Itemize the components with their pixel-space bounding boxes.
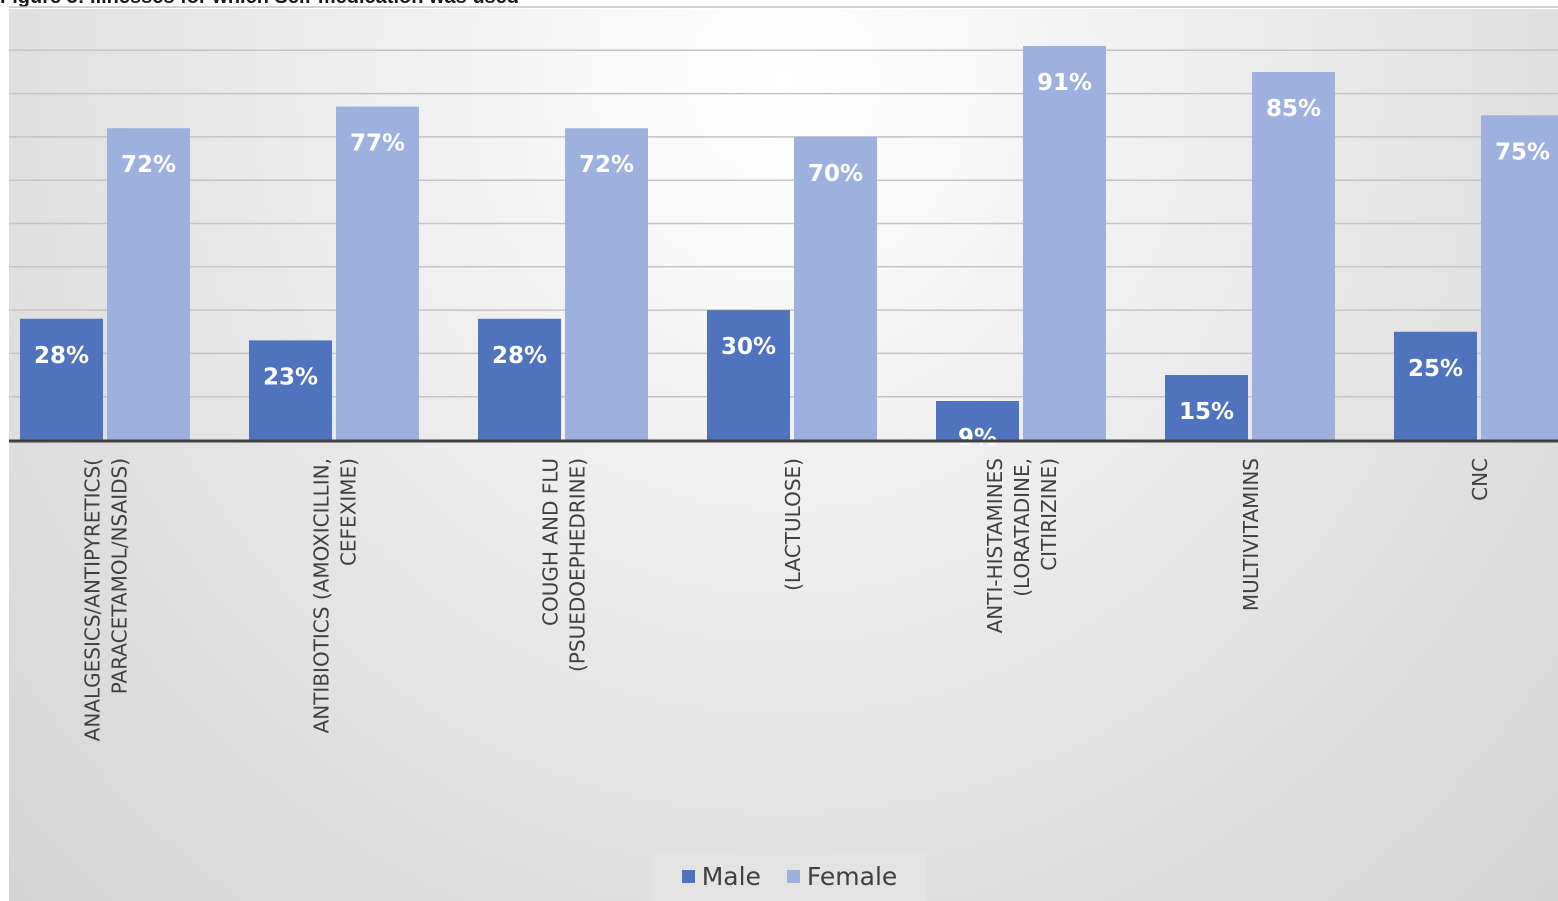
data-label-male: 28% — [34, 343, 89, 369]
legend-item-female: Female — [786, 862, 898, 891]
bar-female — [565, 128, 648, 441]
category-label: CEFEXIME) — [337, 458, 361, 566]
bar-male — [1165, 375, 1248, 440]
data-label-female: 85% — [1266, 96, 1321, 122]
data-label-female: 70% — [808, 161, 863, 187]
category-label: (LACTULOSE) — [781, 458, 805, 591]
bar-male — [707, 310, 790, 440]
legend-swatch-female — [786, 870, 800, 883]
category-label: ANTIBIOTICS (AMOXICILLIN, — [310, 458, 334, 733]
data-label-female: 77% — [350, 131, 405, 157]
category-label: (PSUEDOEPHEDRINE) — [566, 458, 590, 672]
category-labels: ANALGESICS/ANTIPYRETICS(PARACETAMOL/NSAI… — [81, 458, 1493, 741]
category-label: CNC — [1468, 458, 1492, 501]
data-label-male: 9% — [958, 425, 997, 451]
data-labels: 28% 72% 23% 77% 28% 72% 30% 70% 9% 91% 15% 85% 25% 75… — [34, 70, 1550, 451]
data-label-male: 25% — [1408, 356, 1463, 382]
bar-male — [249, 340, 332, 440]
bar-male — [478, 318, 561, 440]
bar-female — [1023, 45, 1106, 440]
legend-label-male: Male — [701, 862, 761, 891]
category-label: CITIRIZINE) — [1037, 458, 1061, 571]
category-label: (LORATADINE, — [1010, 458, 1034, 597]
legend-item-male: Male — [681, 862, 761, 891]
data-label-female: 72% — [579, 152, 634, 178]
legend: Male Female — [652, 852, 927, 901]
legend-swatch-male — [681, 870, 695, 883]
category-label: ANTI-HISTAMINES — [983, 458, 1007, 633]
category-label: COUGH AND FLU — [539, 458, 563, 626]
data-label-male: 15% — [1179, 399, 1234, 425]
bar-female — [1481, 115, 1558, 440]
data-label-male: 30% — [721, 334, 776, 360]
data-label-female: 91% — [1037, 70, 1092, 96]
bars — [20, 45, 1558, 441]
data-label-female: 72% — [121, 152, 176, 178]
category-label: MULTIVITAMINS — [1239, 458, 1263, 611]
bar-female — [794, 136, 877, 440]
bar-male — [1394, 331, 1477, 440]
category-label: ANALGESICS/ANTIPYRETICS( — [81, 458, 105, 741]
bar-female — [107, 128, 190, 441]
bar-female — [1252, 71, 1335, 440]
data-label-male: 23% — [263, 364, 318, 390]
data-label-male: 28% — [492, 343, 547, 369]
bar-male — [936, 401, 1019, 440]
bar-male — [20, 318, 103, 440]
figure-caption: Figure 3: Illnesses for which Self-medic… — [0, 0, 519, 8]
category-label: PARACETAMOL/NSAIDS) — [108, 458, 132, 694]
bar-female — [336, 106, 419, 440]
legend-label-female: Female — [806, 862, 898, 891]
data-label-female: 75% — [1495, 139, 1550, 165]
